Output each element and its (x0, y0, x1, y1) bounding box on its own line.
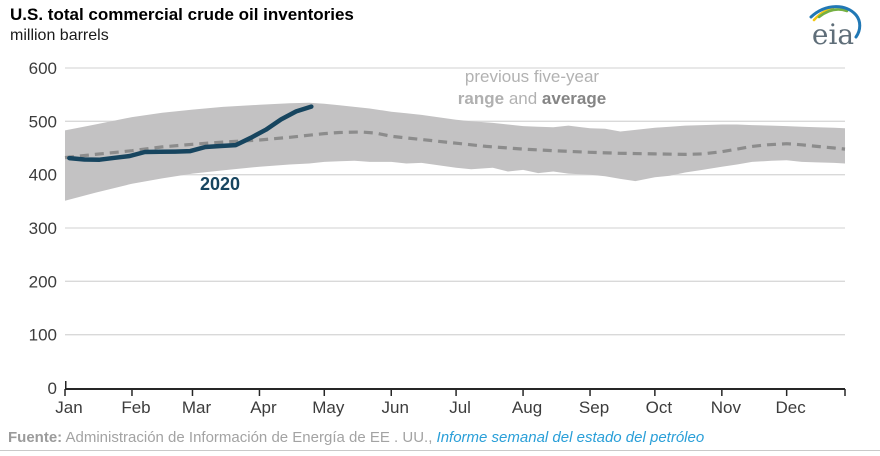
y-tick-label-600: 600 (29, 59, 57, 78)
annotation-average-word: average (541, 89, 607, 108)
eia-logo-blue-swoosh (809, 5, 862, 39)
x-tick-label-Aug: Aug (512, 398, 542, 417)
y-tick-label-500: 500 (29, 112, 57, 131)
x-tick-label-Jan: Jan (55, 398, 82, 417)
chart-units-label: million barrels (10, 27, 109, 44)
x-tick-label-Mar: Mar (182, 398, 212, 417)
x-tick-label-May: May (312, 398, 345, 417)
source-label: Fuente: (8, 429, 63, 446)
eia-logo-green-arc (817, 8, 849, 19)
x-tick-label-Sep: Sep (579, 398, 609, 417)
source-report-link[interactable]: Informe semanal del estado del petróleo (436, 429, 705, 446)
y-tick-label-0: 0 (48, 379, 57, 398)
annotation-range-word: range (457, 89, 505, 108)
x-tick-label-Apr: Apr (250, 398, 277, 417)
x-tick-label-Dec: Dec (776, 398, 807, 417)
eia-logo: eia (809, 5, 862, 51)
x-tick-label-Feb: Feb (121, 398, 150, 417)
bottom-divider (0, 450, 880, 451)
x-tick-label-Jun: Jun (382, 398, 409, 417)
source-text: Administración de Información de Energía… (62, 429, 437, 446)
y-tick-label-100: 100 (29, 326, 57, 345)
y-tick-label-400: 400 (29, 166, 57, 185)
annotation-line1: previous five-year (464, 67, 600, 86)
five-year-average-line (64, 130, 846, 160)
five-year-range-band (65, 102, 845, 201)
page-title: U.S. total commercial crude oil inventor… (10, 5, 354, 24)
y-tick-label-300: 300 (29, 219, 57, 238)
x-tick-label-Oct: Oct (646, 398, 673, 417)
annotation-and-word: and (504, 89, 542, 108)
x-tick-label-Jul: Jul (449, 398, 471, 417)
source-footer: Fuente: Administración de Información de… (8, 429, 872, 446)
y-tick-label-200: 200 (29, 272, 57, 291)
eia-logo-text: eia (812, 18, 854, 51)
annotation-line2: range and average (392, 88, 672, 110)
line-2020 (67, 104, 314, 162)
range-average-annotation: previous five-year range and average (392, 66, 672, 110)
series-label-2020: 2020 (199, 174, 241, 194)
x-tick-label-Nov: Nov (711, 398, 742, 417)
